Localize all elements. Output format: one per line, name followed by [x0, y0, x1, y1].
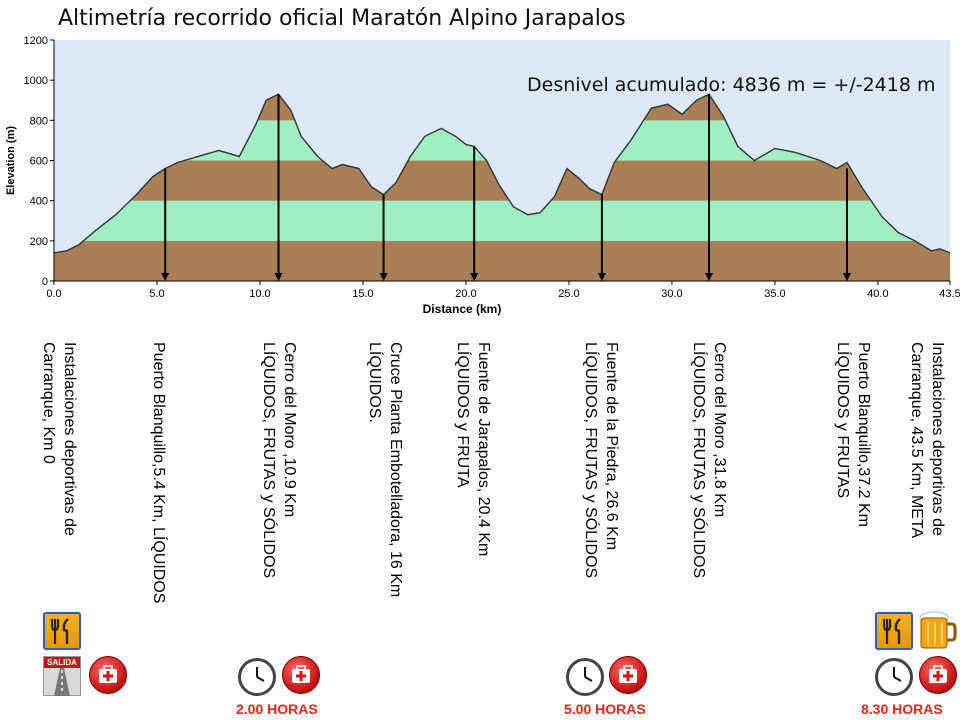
- station-marker-arrow: [705, 273, 714, 281]
- station-marker-arrow: [597, 273, 606, 281]
- x-tick-label: 35.0: [764, 288, 785, 300]
- x-tick-label: 43.5: [939, 288, 960, 300]
- x-tick-label: 30.0: [661, 288, 682, 300]
- station-marker-arrow: [470, 273, 479, 281]
- hours-label-3: 8.30 HORAS: [861, 701, 943, 717]
- stop-label-start: Instalaciones deportivas de Carranque, K…: [40, 342, 78, 536]
- stop-label-puerto-blanquillo-2: Puerto Blanquillo,37.2 Km LÍQUIDOS y FRU…: [834, 342, 872, 527]
- x-tick-label: 0.0: [46, 288, 61, 300]
- x-tick-label: 40.0: [867, 288, 888, 300]
- first-aid-icon: [89, 656, 127, 694]
- y-tick-label: 400: [30, 196, 48, 208]
- elevation-profile-line: [53, 93, 951, 254]
- hours-label-1: 2.00 HORAS: [236, 701, 318, 717]
- y-tick-label: 200: [30, 236, 48, 248]
- elevation-chart-svg: 0 200 400 600 800 1000 1200 0.0 5.0 10.0 15.0 20.0 2…: [5, 35, 960, 316]
- beer-mug-icon: [917, 610, 957, 652]
- station-marker-arrow: [274, 273, 283, 281]
- x-tick-label: 15.0: [352, 288, 373, 300]
- elevation-chart: 0 200 400 600 800 1000 1200 0.0 5.0 10.0 15.0 20.0 2…: [0, 30, 960, 330]
- y-tick-label: 1000: [24, 75, 48, 87]
- salida-label: SALIDA: [44, 657, 80, 668]
- station-marker-arrow: [161, 273, 170, 281]
- y-tick-label: 800: [30, 115, 48, 127]
- stopwatch-icon: [566, 658, 604, 696]
- start-sign-icon: SALIDA: [43, 656, 81, 696]
- first-aid-icon: [282, 656, 320, 694]
- elevation-band: [54, 240, 950, 281]
- stop-label-cerro-moro-2: Cerro del Moro ,31.8 Km LÍQUIDOS, FRUTAS…: [690, 342, 728, 579]
- fork-knife-icon: [875, 612, 913, 650]
- x-tick-label: 10.0: [249, 288, 270, 300]
- stop-label-cerro-moro-1: Cerro del Moro ,10.9 Km LÍQUIDOS, FRUTAS…: [260, 342, 298, 579]
- elevation-band: [54, 200, 950, 241]
- first-aid-icon: [919, 656, 957, 694]
- first-aid-icon: [609, 656, 647, 694]
- stop-label-cruce-planta: Cruce Planta Embotelladora, 16 Km LÍQUID…: [366, 342, 404, 598]
- y-tick-label: 600: [30, 156, 48, 168]
- stop-label-fuente-piedra: Fuente de la Piedra, 26.6 Km LÍQUIDOS, F…: [582, 342, 620, 579]
- station-marker-arrow: [843, 273, 852, 281]
- y-tick-label: 1200: [24, 35, 48, 47]
- stopwatch-icon: [238, 658, 276, 696]
- stop-label-fuente-jarapalos: Fuente de Jarapalos, 20.4 Km LÍQUIDOS y …: [454, 342, 492, 557]
- x-tick-label: 20.0: [455, 288, 476, 300]
- stop-label-finish: Instalaciones deportivas de Carranque, 4…: [908, 342, 946, 539]
- desnivel-label: Desnivel acumulado: 4836 m = +/-2418 m: [527, 74, 936, 96]
- stop-label-puerto-blanquillo-1: Puerto Blanquillo,5.4 Km, LÍQUIDOS: [150, 342, 167, 604]
- x-tick-label: 25.0: [558, 288, 579, 300]
- stopwatch-icon: [875, 658, 913, 696]
- station-marker-arrow: [379, 273, 388, 281]
- hours-label-2: 5.00 HORAS: [564, 701, 646, 717]
- x-tick-label: 5.0: [149, 288, 164, 300]
- slide-title: Altimetría recorrido oficial Maratón Alp…: [58, 6, 626, 31]
- fork-knife-icon: [43, 612, 81, 650]
- x-axis-label: Distance (km): [423, 302, 502, 316]
- y-axis-label: Elevation (m): [5, 126, 17, 195]
- y-tick-label: 0: [42, 276, 48, 288]
